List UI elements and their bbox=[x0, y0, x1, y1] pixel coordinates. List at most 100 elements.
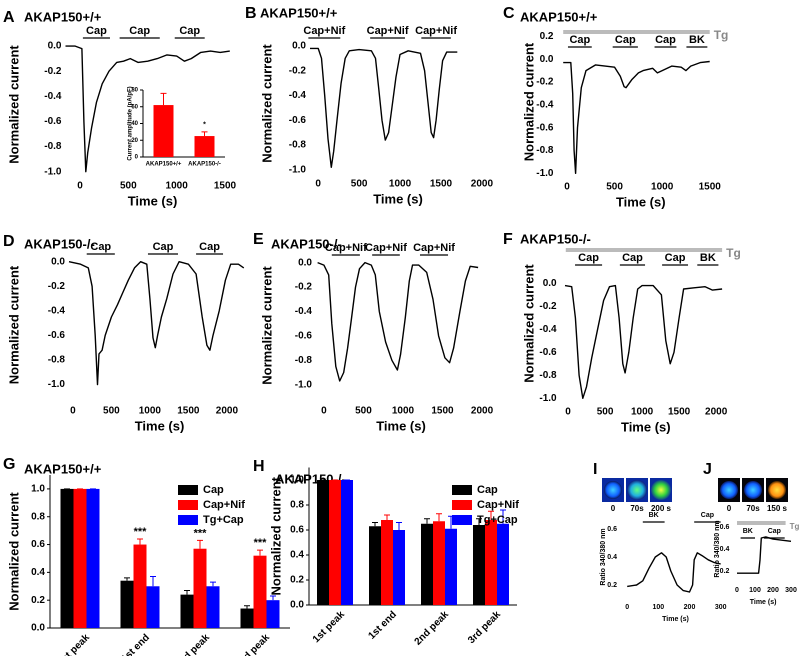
x-tick-label: 2000 bbox=[705, 407, 728, 418]
trace bbox=[564, 284, 723, 399]
cell bbox=[768, 481, 786, 499]
stimulus-label: Cap bbox=[615, 34, 636, 46]
bar bbox=[341, 480, 353, 605]
trace bbox=[65, 45, 230, 173]
y-tick-label: 0.6 bbox=[31, 539, 45, 550]
x-tick-label: 3rd peak bbox=[235, 632, 272, 656]
x-tick-label: 500 bbox=[103, 406, 120, 417]
x-tick-label: 500 bbox=[606, 182, 623, 193]
x-axis-title: Time (s) bbox=[128, 193, 178, 208]
bar bbox=[240, 608, 254, 628]
trace bbox=[737, 536, 792, 574]
legend-label: Cap bbox=[203, 484, 224, 496]
x-tick-label: 2000 bbox=[471, 179, 494, 190]
chart-title: AKAP150+/+ bbox=[24, 9, 102, 24]
stimulus-label: Cap bbox=[199, 241, 220, 253]
stimulus-label: Cap+Nif bbox=[325, 242, 367, 254]
cell bbox=[720, 481, 738, 499]
x-axis-title: Time (s) bbox=[662, 616, 689, 623]
panel-label: D bbox=[3, 233, 15, 250]
y-tick-label: 0.8 bbox=[31, 511, 45, 522]
y-tick-label: -0.6 bbox=[48, 330, 66, 341]
x-axis-title: Time (s) bbox=[376, 418, 426, 433]
y-tick-label: -0.6 bbox=[539, 347, 557, 358]
y-tick-label: 0.6 bbox=[720, 524, 730, 531]
bar bbox=[73, 488, 87, 628]
legend-swatch bbox=[178, 515, 198, 525]
image-label: 150 s bbox=[767, 504, 788, 513]
x-tick-label: 3rd peak bbox=[466, 609, 503, 646]
x-tick-label: 1000 bbox=[139, 406, 162, 417]
panel-label: A bbox=[3, 9, 15, 26]
y-tick-label: -0.4 bbox=[539, 324, 557, 335]
stimulus-label: Cap bbox=[768, 528, 781, 535]
legend-label: Cap+Nif bbox=[203, 499, 245, 511]
x-tick-label: 500 bbox=[355, 406, 372, 417]
bar bbox=[86, 488, 100, 628]
y-tick-label: 0.8 bbox=[290, 500, 304, 511]
stimulus-label: BK bbox=[689, 34, 705, 46]
bar bbox=[329, 480, 341, 605]
y-tick-label: -0.4 bbox=[48, 306, 66, 317]
legend-swatch bbox=[452, 500, 472, 510]
bar bbox=[194, 136, 215, 157]
chart-title: AKAP150-/- bbox=[271, 236, 342, 251]
y-tick-label: 0.0 bbox=[543, 278, 557, 289]
trace bbox=[310, 47, 458, 168]
y-tick-label: -0.8 bbox=[295, 355, 313, 366]
bar bbox=[445, 528, 457, 605]
y-tick-label: -0.8 bbox=[289, 140, 307, 151]
stimulus-label: Cap+Nif bbox=[367, 25, 409, 37]
y-tick-label: -0.8 bbox=[44, 141, 62, 152]
bar bbox=[60, 488, 74, 628]
y-tick-label: -0.6 bbox=[44, 116, 62, 127]
x-tick-label: 2000 bbox=[471, 406, 494, 417]
stimulus-label: Cap bbox=[701, 512, 714, 519]
y-tick-label: -0.8 bbox=[48, 355, 66, 366]
y-tick-label: -0.6 bbox=[295, 331, 313, 342]
thumbnails-j bbox=[718, 478, 788, 502]
y-tick-label: -1.0 bbox=[48, 379, 66, 390]
x-axis-title: Time (s) bbox=[373, 191, 423, 206]
y-tick-label: 1.0 bbox=[290, 475, 304, 486]
cell bbox=[651, 480, 671, 500]
y-tick-label: -0.8 bbox=[539, 370, 557, 381]
x-tick-label: 1500 bbox=[430, 179, 453, 190]
y-tick-label: -1.0 bbox=[44, 166, 62, 177]
bar bbox=[193, 548, 207, 628]
x-tick-label: 1000 bbox=[389, 179, 412, 190]
y-tick-label: 0.0 bbox=[51, 256, 65, 267]
error-bar bbox=[150, 576, 156, 587]
y-tick-label: 0.4 bbox=[31, 567, 45, 578]
bar bbox=[433, 521, 445, 605]
x-axis-title: Time (s) bbox=[135, 418, 185, 433]
bar bbox=[253, 555, 267, 628]
x-tick-label: 1500 bbox=[177, 406, 200, 417]
x-tick-label: 1500 bbox=[431, 406, 454, 417]
panel-label: E bbox=[253, 231, 264, 248]
bar bbox=[266, 600, 280, 628]
trace bbox=[627, 552, 721, 593]
error-bar bbox=[137, 538, 143, 545]
y-tick-label: 0.2 bbox=[720, 568, 730, 575]
panel-label: G bbox=[3, 456, 15, 473]
y-tick-label: -1.0 bbox=[536, 168, 554, 179]
x-tick-label: 500 bbox=[120, 181, 137, 192]
x-tick-label: 0 bbox=[321, 406, 327, 417]
error-bar bbox=[500, 509, 506, 524]
y-tick-label: 0.0 bbox=[298, 257, 312, 268]
treatment-label: Tg bbox=[726, 246, 741, 260]
y-tick-label: 0.0 bbox=[292, 41, 306, 52]
error-bar bbox=[244, 605, 250, 609]
y-axis-title: Normalized current bbox=[259, 266, 274, 385]
legend-label: Cap bbox=[477, 484, 498, 496]
image-label: 0 bbox=[611, 504, 616, 513]
stimulus-label: Cap bbox=[179, 25, 200, 37]
bar bbox=[206, 586, 220, 628]
legend-label: Tg+Cap bbox=[477, 514, 518, 526]
y-tick-label: -0.2 bbox=[295, 282, 313, 293]
panel-label: F bbox=[503, 231, 513, 248]
x-tick-label: 100 bbox=[749, 587, 761, 594]
y-axis-title: Ratio 340/380 nm bbox=[600, 528, 607, 585]
